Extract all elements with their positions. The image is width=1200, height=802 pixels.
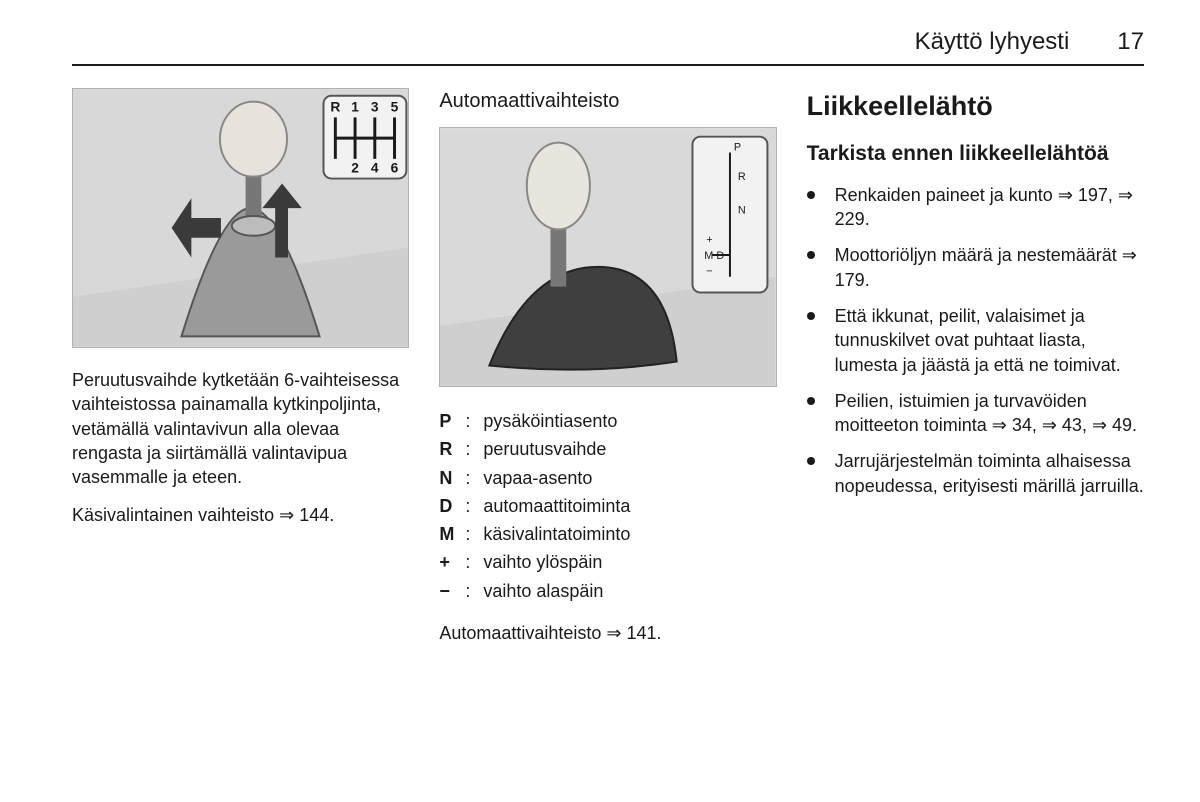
startup-heading: Liikkeellelähtö [807, 88, 1144, 124]
list-item: Renkaiden paineet ja kunto ⇒ 197, ⇒ 229. [807, 183, 1144, 232]
indic: M D [705, 250, 725, 262]
table-row: M:käsivalintatoiminto [439, 520, 630, 548]
shift-label: 4 [371, 161, 379, 176]
bullet-icon [807, 251, 815, 259]
bullet-icon [807, 191, 815, 199]
figure-automatic-shift: P R N + M D − [439, 127, 776, 387]
shift-label: 2 [351, 161, 359, 176]
table-row: D:automaattitoiminta [439, 492, 630, 520]
table-row: R:peruutusvaihde [439, 435, 630, 463]
page-header: Käyttö lyhyesti 17 [72, 28, 1144, 66]
check-list: Renkaiden paineet ja kunto ⇒ 197, ⇒ 229.… [807, 183, 1144, 498]
automatic-shift-illustration: P R N + M D − [440, 128, 775, 386]
page-number: 17 [1117, 28, 1144, 56]
figure-manual-shift: R 1 3 5 2 4 6 [72, 88, 409, 348]
shift-label: 1 [351, 99, 359, 114]
indic: P [734, 141, 741, 153]
column-automatic: Automaattivaihteisto P R [439, 88, 776, 659]
bullet-icon [807, 397, 815, 405]
section-title: Käyttö lyhyesti [915, 28, 1070, 56]
column-startup: Liikkeellelähtö Tarkista ennen liikkeell… [807, 88, 1144, 659]
indic: R [738, 171, 746, 183]
check-heading: Tarkista ennen liikkeellelähtöä [807, 140, 1144, 168]
manual-description: Peruutusvaihde kytketään 6-vaihteisessa … [72, 368, 409, 489]
bullet-icon [807, 457, 815, 465]
indic: − [707, 266, 713, 278]
content-columns: R 1 3 5 2 4 6 Peruutusvaihde kytketään 6… [72, 88, 1144, 659]
table-row: +:vaihto ylöspäin [439, 548, 630, 576]
table-row: −:vaihto alaspäin [439, 577, 630, 605]
manual-shift-illustration: R 1 3 5 2 4 6 [73, 89, 408, 347]
bullet-icon [807, 312, 815, 320]
automatic-reference: Automaattivaihteisto ⇒ 141. [439, 621, 776, 645]
shift-label: 6 [391, 161, 399, 176]
list-item: Peilien, istuimien ja turvavöiden moitte… [807, 389, 1144, 438]
shift-label: R [330, 99, 340, 114]
shift-label: 5 [391, 99, 399, 114]
manual-reference: Käsivalintainen vaihteisto ⇒ 144. [72, 503, 409, 527]
gear-position-table: P:pysäköintiasento R:peruutusvaihde N:va… [439, 407, 630, 605]
shift-label: 3 [371, 99, 379, 114]
indic: + [707, 234, 713, 246]
list-item: Jarrujärjestelmän toiminta alhaisessa no… [807, 449, 1144, 498]
table-row: P:pysäköintiasento [439, 407, 630, 435]
indic: N [738, 205, 746, 217]
column-manual: R 1 3 5 2 4 6 Peruutusvaihde kytketään 6… [72, 88, 409, 659]
table-row: N:vapaa-asento [439, 464, 630, 492]
automatic-heading: Automaattivaihteisto [439, 88, 776, 115]
list-item: Moottoriöljyn määrä ja nestemäärät ⇒ 179… [807, 243, 1144, 292]
list-item: Että ikkunat, peilit, valaisimet ja tunn… [807, 304, 1144, 377]
